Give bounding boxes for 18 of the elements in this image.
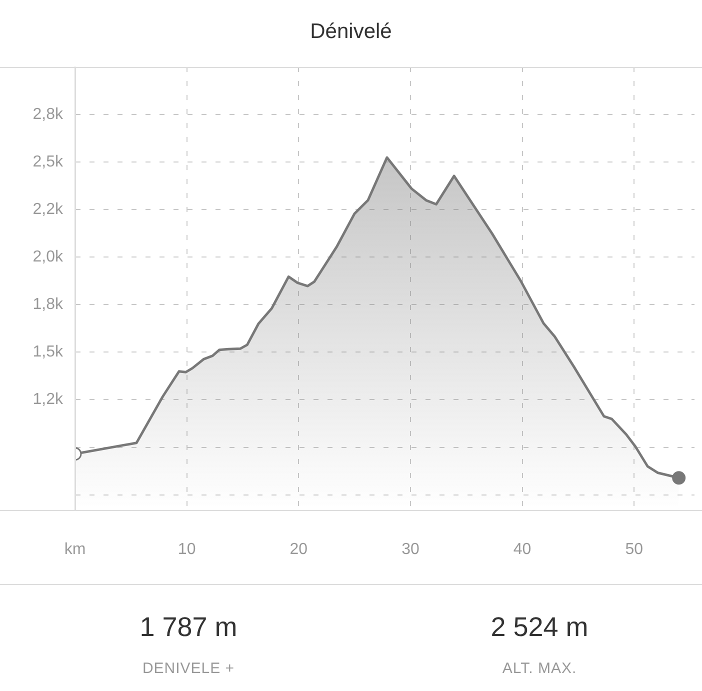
y-tick-label: 2,5k xyxy=(32,153,64,170)
x-tick-label: 40 xyxy=(513,541,532,558)
y-tick-label: 2,2k xyxy=(32,201,64,218)
y-tick-label: 1,2k xyxy=(32,391,64,408)
text: ALT. MAX. xyxy=(501,660,578,677)
chart-title: Dénivelé xyxy=(309,20,393,44)
y-tick-label: 1,8k xyxy=(32,296,64,314)
text: 1 787 m xyxy=(138,612,238,643)
x-tick-label: km xyxy=(64,541,86,558)
x-tick-label: 50 xyxy=(625,541,644,558)
y-tick-label: 1,5k xyxy=(32,344,64,361)
text: 2 524 m xyxy=(490,612,590,643)
x-tick-label: 20 xyxy=(290,541,308,558)
x-tick-label: 30 xyxy=(402,541,420,558)
text: DENIVELE + xyxy=(141,660,236,677)
y-tick-label: 2,8k xyxy=(32,106,64,123)
y-tick-label: 2,0k xyxy=(32,248,64,266)
x-tick-label: 10 xyxy=(178,541,196,558)
